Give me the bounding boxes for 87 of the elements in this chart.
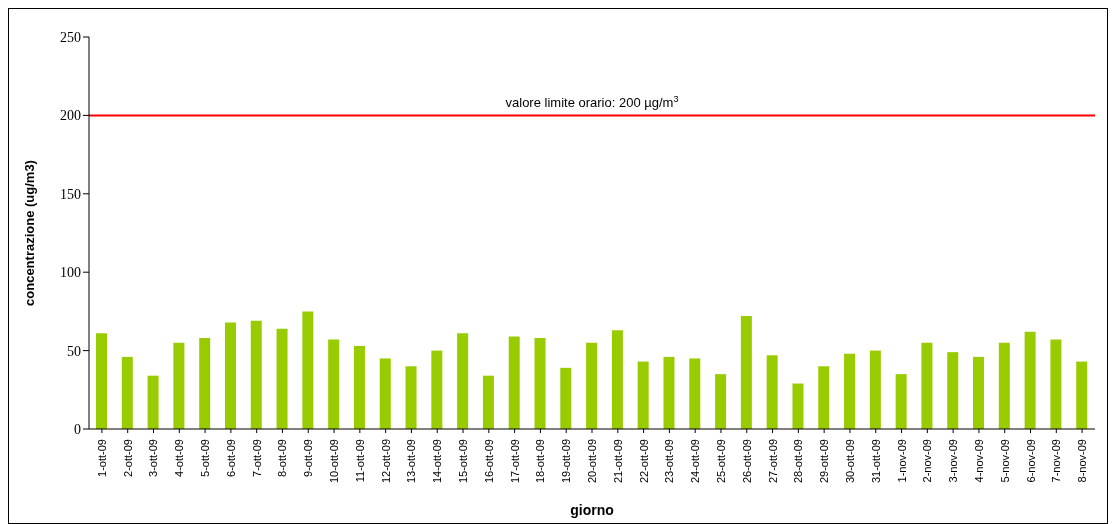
y-tick-label: 100 xyxy=(60,265,81,281)
x-tick-label: 8-nov-09 xyxy=(1076,439,1089,483)
bar xyxy=(611,330,623,429)
x-tick-label: 26-ott-09 xyxy=(740,439,753,484)
bar xyxy=(250,320,262,429)
x-tick-label: 16-ott-09 xyxy=(482,439,495,484)
bar xyxy=(302,311,314,429)
x-tick-label: 21-ott-09 xyxy=(611,439,624,484)
bar xyxy=(173,342,185,429)
x-tick-label: 31-ott-09 xyxy=(869,439,882,484)
bar xyxy=(1050,339,1062,429)
x-tick-label: 2-ott-09 xyxy=(121,439,134,477)
bar xyxy=(482,375,494,429)
y-tick-label: 250 xyxy=(60,29,81,45)
y-tick-label: 0 xyxy=(74,421,81,437)
bar xyxy=(199,338,211,429)
x-tick-label: 4-nov-09 xyxy=(972,439,985,483)
bar xyxy=(328,339,340,429)
x-tick-label: 17-ott-09 xyxy=(508,439,521,484)
x-tick-label: 24-ott-09 xyxy=(689,439,702,484)
x-tick-label: 5-ott-09 xyxy=(199,439,212,477)
bar xyxy=(586,342,598,429)
bar xyxy=(766,355,778,429)
x-tick-label: 7-ott-09 xyxy=(250,439,263,477)
bar xyxy=(224,322,236,429)
x-tick-label: 19-ott-09 xyxy=(560,439,573,484)
bar xyxy=(379,358,391,429)
bar xyxy=(792,383,804,429)
bar xyxy=(560,367,572,429)
bar xyxy=(457,333,469,429)
ref-line-label: valore limite orario: 200 µg/m$^{3}$ xyxy=(505,94,679,111)
bar xyxy=(276,328,288,429)
x-tick-label: 1-nov-09 xyxy=(895,439,908,483)
bar xyxy=(663,356,675,429)
bar xyxy=(1024,331,1036,429)
bar xyxy=(844,353,856,429)
bar xyxy=(869,350,881,429)
x-tick-label: 3-nov-09 xyxy=(947,439,960,483)
bar xyxy=(405,366,417,429)
x-tick-label: 29-ott-09 xyxy=(818,439,831,484)
bar xyxy=(689,358,701,429)
bar xyxy=(534,338,546,429)
y-tick-label: 50 xyxy=(67,343,81,359)
x-tick-label: 12-ott-09 xyxy=(379,439,392,484)
bar xyxy=(147,375,159,429)
x-tick-label: 3-ott-09 xyxy=(147,439,160,477)
x-tick-label: 10-ott-09 xyxy=(328,439,341,484)
bar xyxy=(818,366,830,429)
y-tick-label: 150 xyxy=(60,186,81,202)
bar xyxy=(121,356,133,429)
bar xyxy=(715,374,727,429)
bar xyxy=(508,336,520,429)
bar xyxy=(740,316,752,429)
x-tick-label: 22-ott-09 xyxy=(637,439,650,484)
bar xyxy=(998,342,1010,429)
bar xyxy=(947,352,959,429)
x-tick-label: 30-ott-09 xyxy=(843,439,856,484)
x-tick-label: 23-ott-09 xyxy=(663,439,676,484)
x-tick-label: 25-ott-09 xyxy=(714,439,727,484)
x-tick-label: 18-ott-09 xyxy=(534,439,547,484)
x-tick-label: 27-ott-09 xyxy=(766,439,779,484)
bar xyxy=(353,345,365,429)
bar xyxy=(895,374,907,429)
bar xyxy=(431,350,443,429)
x-tick-label: 15-ott-09 xyxy=(457,439,470,484)
x-tick-label: 5-nov-09 xyxy=(998,439,1011,483)
bar xyxy=(637,361,649,429)
x-axis-title: giorno xyxy=(570,502,614,518)
y-tick-label: 200 xyxy=(60,108,81,124)
x-tick-label: 11-ott-09 xyxy=(353,439,366,483)
bar xyxy=(921,342,933,429)
x-tick-label: 8-ott-09 xyxy=(276,439,289,477)
x-tick-label: 4-ott-09 xyxy=(173,439,186,477)
bar xyxy=(1076,361,1088,429)
y-axis-title: concentrazione (ug/m3) xyxy=(21,160,37,306)
x-tick-label: 6-nov-09 xyxy=(1024,439,1037,483)
bar xyxy=(973,356,985,429)
x-tick-label: 2-nov-09 xyxy=(921,439,934,483)
x-tick-label: 7-nov-09 xyxy=(1050,439,1063,483)
x-tick-label: 14-ott-09 xyxy=(431,439,444,484)
x-tick-label: 1-ott-09 xyxy=(95,439,108,477)
x-tick-label: 20-ott-09 xyxy=(586,439,598,484)
x-tick-label: 13-ott-09 xyxy=(405,439,418,484)
x-tick-label: 9-ott-09 xyxy=(302,439,315,477)
bar xyxy=(96,333,107,429)
x-tick-label: 6-ott-09 xyxy=(224,439,237,477)
x-tick-label: 28-ott-09 xyxy=(792,439,805,484)
